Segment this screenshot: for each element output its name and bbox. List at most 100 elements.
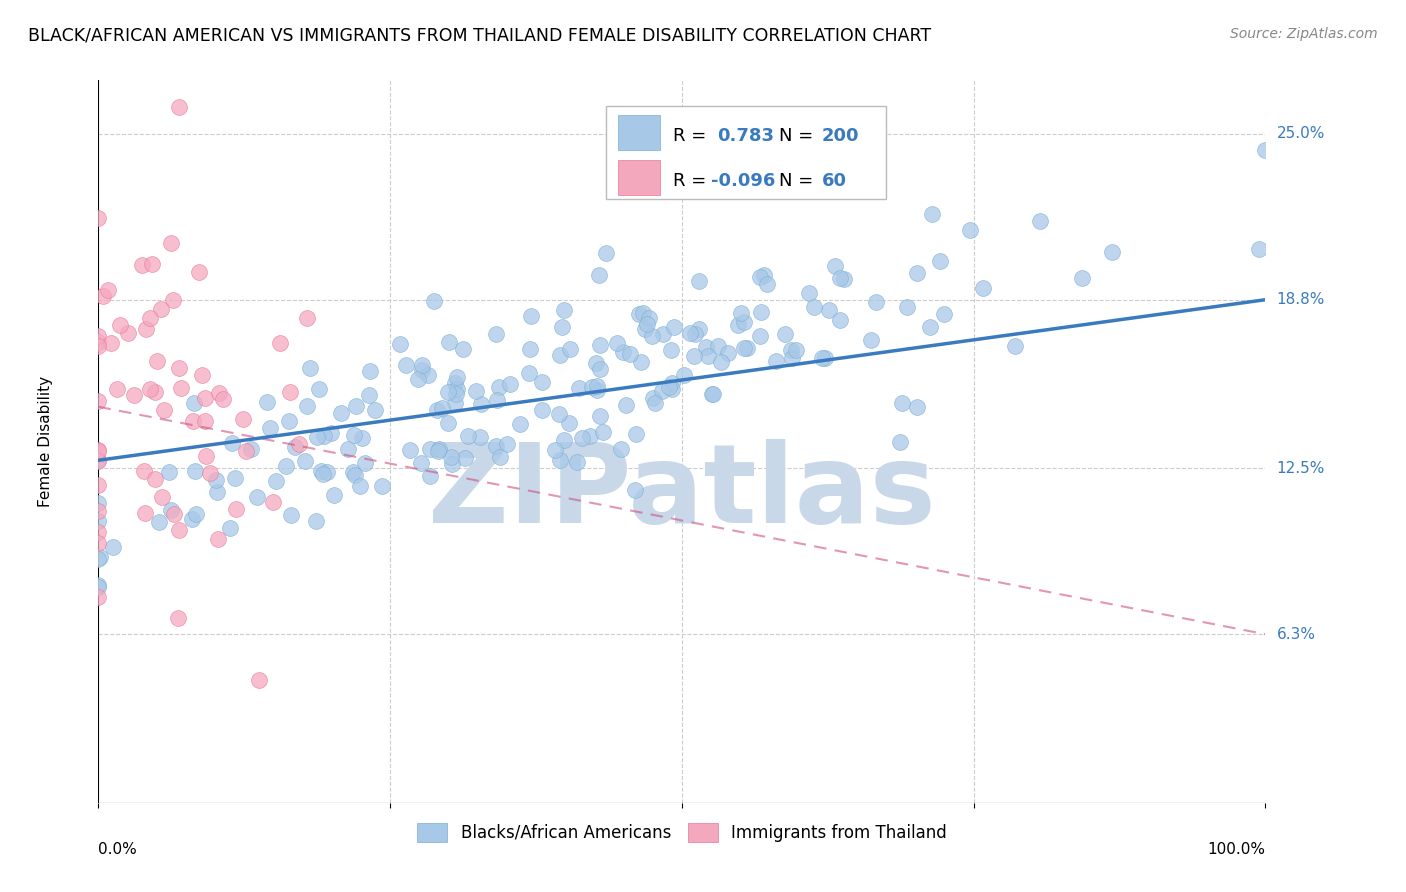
Point (329, 406, 352, 420)
Point (682, 349, 704, 363)
Point (905, 400, 928, 414)
Point (568, 381, 591, 395)
Point (284, 440, 307, 454)
Point (797, 285, 820, 300)
Point (287, 436, 309, 450)
Text: Source: ZipAtlas.com: Source: ZipAtlas.com (1230, 27, 1378, 41)
Point (780, 351, 803, 365)
Point (733, 342, 755, 356)
Point (756, 277, 779, 291)
Point (349, 479, 371, 493)
Point (589, 337, 612, 351)
Point (702, 386, 724, 401)
Point (134, 506, 156, 520)
Point (276, 458, 298, 473)
Text: 18.8%: 18.8% (1277, 293, 1324, 307)
Point (446, 382, 468, 396)
Point (359, 364, 381, 378)
Point (651, 384, 673, 398)
Point (97, 283, 120, 297)
Point (87, 503, 110, 517)
Point (488, 450, 510, 464)
Point (259, 420, 281, 434)
Point (108, 318, 131, 332)
Point (659, 343, 682, 357)
FancyBboxPatch shape (606, 105, 886, 200)
Point (235, 444, 257, 458)
Point (896, 300, 918, 314)
Point (295, 310, 318, 325)
Point (517, 366, 540, 380)
Point (623, 483, 645, 497)
Point (780, 343, 803, 357)
Point (735, 342, 758, 356)
Point (122, 388, 145, 402)
Point (411, 456, 433, 470)
Point (889, 435, 911, 450)
Point (585, 356, 607, 370)
Point (343, 468, 366, 483)
Point (558, 342, 581, 356)
Point (803, 300, 825, 314)
Point (496, 437, 519, 451)
Point (890, 396, 912, 410)
Point (634, 322, 657, 336)
Point (697, 349, 720, 363)
Point (1101, 245, 1123, 260)
Point (298, 360, 321, 375)
Point (865, 294, 887, 309)
Point (87, 478, 110, 492)
Point (627, 307, 650, 321)
Point (87, 338, 110, 352)
Point (153, 402, 176, 417)
Point (586, 379, 609, 393)
Point (419, 468, 441, 483)
Point (149, 301, 172, 316)
Point (422, 293, 444, 308)
Point (87, 454, 110, 468)
Point (548, 407, 571, 421)
Point (160, 235, 183, 250)
Point (470, 397, 492, 411)
Point (221, 435, 243, 450)
Text: BLACK/AFRICAN AMERICAN VS IMMIGRANTS FROM THAILAND FEMALE DISABILITY CORRELATION: BLACK/AFRICAN AMERICAN VS IMMIGRANTS FRO… (28, 27, 931, 45)
Text: 60: 60 (823, 172, 846, 190)
Point (411, 358, 433, 372)
Text: 12.5%: 12.5% (1277, 461, 1324, 475)
Text: R =: R = (672, 172, 706, 190)
Point (610, 442, 633, 457)
Point (700, 386, 723, 401)
Point (371, 479, 394, 493)
Point (169, 360, 191, 375)
Point (464, 384, 486, 398)
Point (316, 466, 339, 480)
Point (457, 429, 479, 443)
Point (585, 383, 607, 397)
Point (342, 465, 364, 479)
Point (162, 293, 184, 308)
Point (1004, 339, 1026, 353)
Point (717, 346, 740, 360)
Point (157, 466, 180, 480)
Point (184, 508, 207, 522)
Point (688, 321, 710, 335)
Point (167, 100, 190, 114)
Point (453, 342, 475, 356)
Point (212, 392, 235, 407)
Point (198, 466, 221, 480)
Point (641, 391, 664, 405)
Point (754, 268, 776, 282)
Point (959, 222, 981, 236)
Point (551, 319, 574, 334)
Point (828, 313, 851, 327)
Point (929, 253, 952, 268)
Point (163, 507, 186, 521)
Point (630, 355, 652, 369)
Text: 100.0%: 100.0% (1208, 842, 1265, 856)
Point (749, 269, 772, 284)
Point (194, 414, 217, 428)
Point (100, 335, 122, 350)
Point (91, 289, 114, 303)
Point (612, 345, 634, 359)
Point (131, 258, 153, 272)
